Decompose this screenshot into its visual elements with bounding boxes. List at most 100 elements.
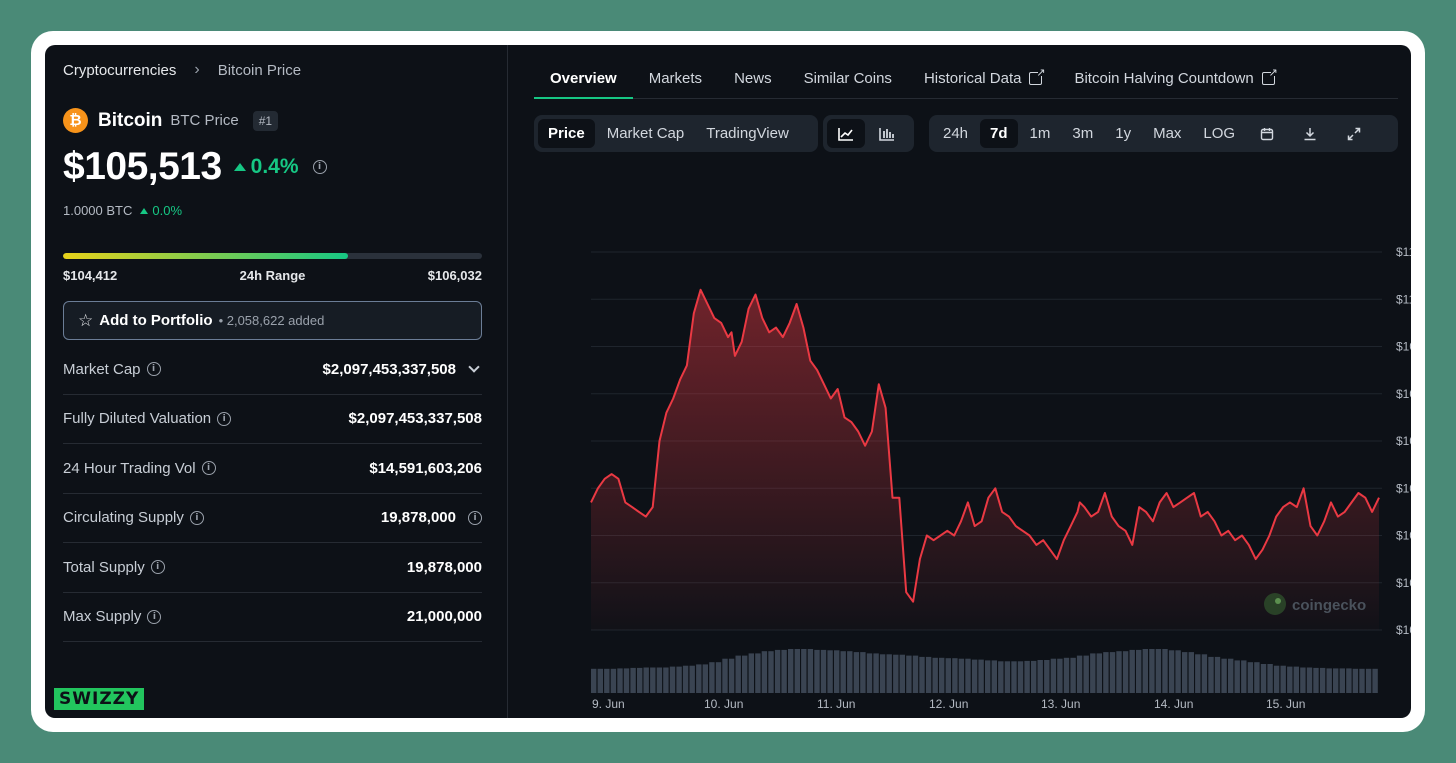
tab-historical-data[interactable]: Historical Data [908,65,1059,99]
volume-bar [925,656,932,693]
volume-bar [597,668,603,693]
volume-bar [1221,658,1227,693]
volume-bar [1365,668,1372,693]
download-icon[interactable] [1289,119,1331,148]
range-24h-labels: $104,412 24h Range $106,032 [63,268,482,283]
volume-bar [1280,665,1286,693]
tab-similar-coins[interactable]: Similar Coins [788,65,908,99]
volume-bar [847,651,853,693]
range-1y-button[interactable]: 1y [1115,125,1132,142]
volume-bar [1195,654,1201,693]
info-icon[interactable]: i [312,160,327,174]
price-chart-button[interactable]: Price [538,119,595,148]
volume-bar [1096,653,1102,693]
volume-bar [1254,662,1260,693]
volume-bar [1175,650,1181,693]
info-icon[interactable]: i [146,362,161,377]
calendar-icon[interactable] [1247,119,1287,148]
stat-row-market-cap[interactable]: Market Cap i $2,097,453,337,508 [63,345,482,395]
range-max-button[interactable]: Max [1153,125,1182,142]
price-row: $105,513 0.4% i [63,145,327,189]
x-tick-label: 12. Jun [929,697,968,711]
rank-badge: #1 [252,110,279,131]
volume-bar [1267,664,1273,693]
info-icon[interactable]: i [150,560,165,575]
volume-bar [958,658,965,693]
current-price: $105,513 [63,145,222,188]
x-tick-label: 13. Jun [1041,697,1080,711]
tradingview-button[interactable]: TradingView [706,125,789,142]
volume-bar [1031,660,1037,693]
stat-value: $2,097,453,337,508 [348,410,482,428]
stat-row-volume: 24 Hour Trading Vol i $14,591,603,206 [63,444,482,494]
range-24h-fill [63,253,348,259]
candlestick-chart-icon[interactable] [867,119,907,148]
info-icon[interactable]: i [189,510,204,525]
range-7d-button[interactable]: 7d [980,119,1018,148]
volume-bar [604,668,610,693]
volume-bar [886,654,892,693]
volume-bar [702,664,708,693]
range-24h-bar [63,253,482,259]
volume-bar [1136,649,1142,693]
y-tick-label: $104K [1396,576,1411,590]
chevron-down-icon[interactable] [468,361,480,373]
expand-icon[interactable] [1333,119,1375,148]
range-3m-button[interactable]: 3m [1072,125,1094,142]
btc-price-row: 1.0000 BTC 0.0% [63,203,182,218]
stat-label: 24 Hour Trading Vol i [63,460,216,477]
volume-bar [1142,649,1148,693]
volume-bar [985,660,991,693]
volume-bar [696,664,702,693]
tab-label: Similar Coins [803,70,892,87]
volume-bar [617,668,623,693]
stat-value: $14,591,603,206 [369,459,482,477]
btc-change-value: 0.0% [152,203,183,218]
btc-value: 1.0000 BTC [63,203,133,218]
price-area-fill [591,289,1379,630]
breadcrumb-root[interactable]: Cryptocurrencies [63,61,177,79]
range-1m-button[interactable]: 1m [1029,125,1051,142]
range-24h-button[interactable]: 24h [943,125,969,142]
x-tick-label: 14. Jun [1154,697,1193,711]
y-tick-label: $103K [1396,623,1411,637]
volume-bar [728,658,735,693]
chevron-right-icon: › [194,61,200,78]
tab-news[interactable]: News [718,65,788,99]
volume-bar [788,649,794,693]
tab-label: Overview [550,70,617,87]
info-icon[interactable]: i [201,461,216,476]
line-chart-icon[interactable] [827,119,865,148]
tab-markets[interactable]: Markets [633,65,718,99]
info-icon[interactable]: i [468,510,482,525]
add-to-portfolio-button[interactable]: ☆ Add to Portfolio • 2,058,622 added [63,301,482,340]
info-icon[interactable]: i [217,411,232,426]
tab-label: Historical Data [923,70,1022,87]
volume-bar [1070,657,1076,693]
portfolio-label: Add to Portfolio [99,312,213,329]
info-icon[interactable]: i [147,609,162,624]
volume-bar [827,650,833,693]
gecko-icon [1264,593,1286,615]
volume-bar [1260,664,1267,693]
volume-bar [1300,667,1306,693]
log-scale-button[interactable]: LOG [1203,125,1236,142]
stat-label-text: Total Supply [63,558,145,576]
volume-bar [919,656,925,693]
tab-overview[interactable]: Overview [534,65,633,99]
market-cap-chart-button[interactable]: Market Cap [606,125,685,142]
stats-table: Market Cap i $2,097,453,337,508 Fully Dil… [63,345,482,642]
y-tick-label: $109K [1396,340,1411,354]
breadcrumb-current: Bitcoin Price [217,61,302,79]
price-chart[interactable]: $111K $110K $109K $108K $107K $106K $105K $104K… [534,170,1411,718]
volume-bar [1103,652,1109,693]
volume-bar [643,667,649,693]
stat-label-text: 24 Hour Trading Vol [63,459,196,477]
gecko-eye-icon [1275,598,1281,604]
tab-halving-countdown[interactable]: Bitcoin Halving Countdown [1058,65,1290,99]
stat-value: 21,000,000 [406,608,482,626]
volume-bar [1122,651,1129,693]
volume-bar [1208,656,1214,693]
stat-row-max-supply: Max Supply i 21,000,000 [63,593,482,642]
volume-bar [1352,668,1359,693]
